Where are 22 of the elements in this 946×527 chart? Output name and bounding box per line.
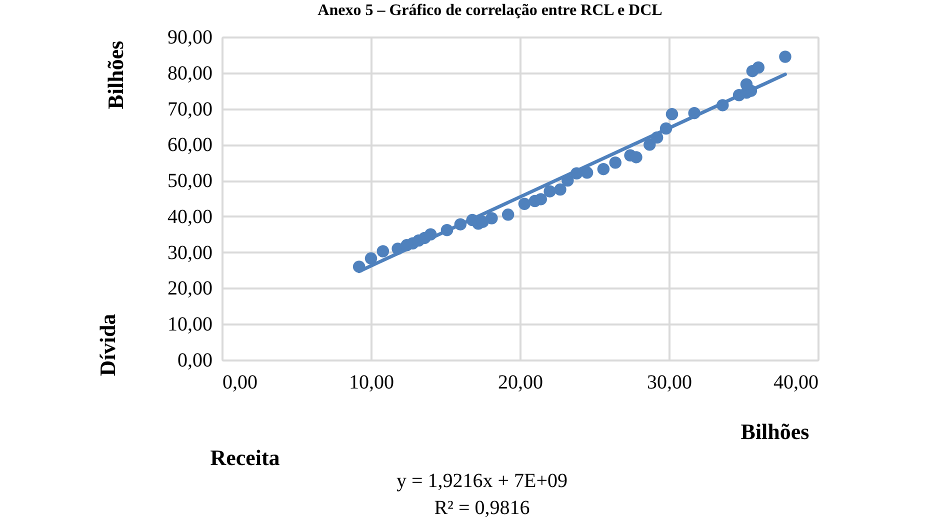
y-tick-label: 60,00: [168, 134, 212, 156]
y-tick-label: 90,00: [168, 26, 212, 48]
x-axis-title: Bilhões: [740, 419, 810, 444]
y-tick-label: 0,00: [178, 350, 212, 372]
x-tick-label: 10,00: [349, 372, 394, 394]
y-axis-title: Bilhões: [103, 40, 128, 110]
x-tick-label: 30,00: [647, 372, 692, 394]
y-tick-label: 20,00: [168, 278, 212, 300]
x-tick-label: 40,00: [774, 372, 818, 394]
chart-title: Anexo 5 – Gráfico de correlação entre RCL e DCL: [318, 2, 662, 19]
y-tick-label: 30,00: [168, 242, 212, 264]
text: y = 1,9216x + 7E+09: [396, 470, 568, 492]
text: Dívida: [95, 314, 120, 376]
y-tick-label: 80,00: [168, 62, 212, 84]
x-tick-label: 20,00: [498, 372, 543, 394]
x-tick-label: 0,00: [222, 372, 258, 394]
y-tick-label: 50,00: [168, 170, 212, 192]
y-tick-label: 10,00: [168, 314, 212, 336]
y-tick-label: 40,00: [168, 206, 212, 228]
text: Receita: [210, 445, 280, 470]
text: R² = 0,9816: [434, 497, 530, 519]
y-tick-label: 70,00: [168, 98, 212, 120]
